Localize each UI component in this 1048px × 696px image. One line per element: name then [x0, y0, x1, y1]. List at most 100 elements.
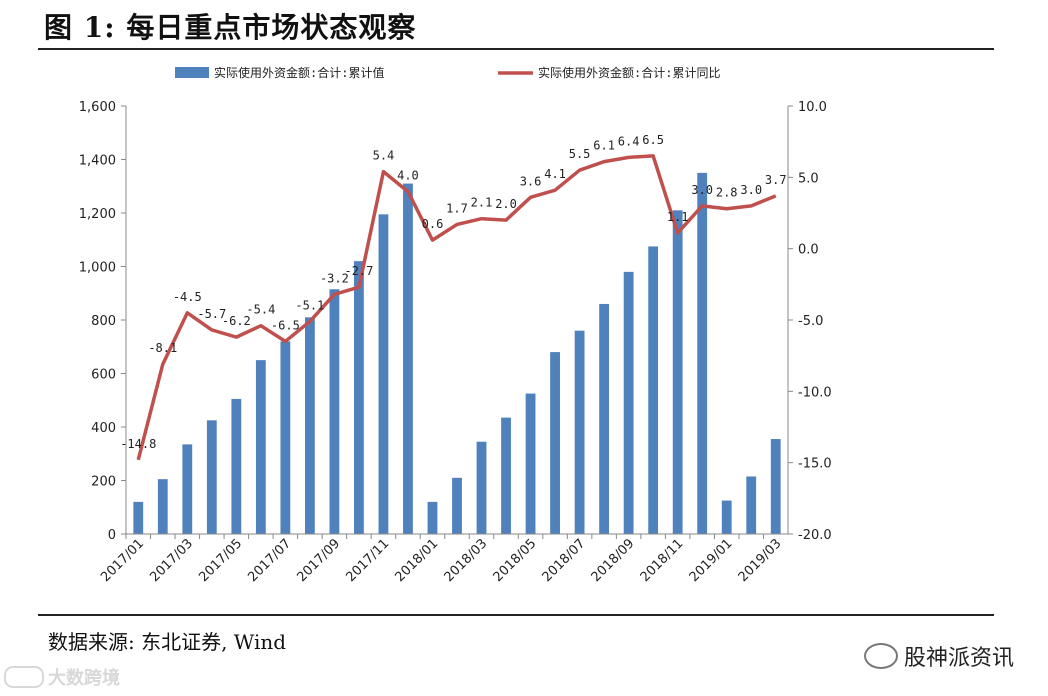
line-data-label: 2.8 [716, 186, 738, 200]
bar [501, 417, 511, 534]
left-axis-tick-label: 0 [108, 528, 116, 543]
left-axis-tick-label: 800 [91, 314, 116, 329]
bar [574, 330, 585, 534]
bar [403, 183, 413, 534]
line-data-label: 3.0 [740, 183, 762, 197]
line-data-label: -5.7 [197, 307, 226, 321]
line-data-label: 6.1 [593, 139, 615, 153]
line-data-label: -6.2 [222, 314, 251, 328]
bottom-rule [38, 614, 994, 616]
source-note: 数据来源: 东北证券, Wind [48, 630, 287, 654]
bar [255, 360, 266, 534]
wechat-icon [863, 643, 898, 669]
right-axis-tick-label: 10.0 [798, 100, 827, 115]
line-data-labels: -14.8 -8.1 -4.5 -5.7-6.2-5.4-6.5 -5.1 -3.2-2.… [120, 133, 786, 451]
bar-series [133, 172, 781, 534]
x-axis-tick-label: 2018/03 [442, 536, 491, 585]
bar [133, 501, 144, 534]
bar [206, 420, 217, 534]
bar [157, 479, 168, 534]
bar [550, 352, 560, 534]
bar [280, 341, 291, 534]
left-axis-tick-label: 200 [91, 475, 116, 490]
x-axis-tick-label: 2018/11 [638, 536, 687, 585]
line-data-label: 4.0 [397, 169, 419, 183]
line-data-label: 4.1 [544, 167, 566, 181]
wechat-brand: 股神派资讯 [863, 640, 1014, 672]
legend-label-bar: 实际使用外资金额:合计:累计值 [214, 65, 384, 80]
bar [231, 398, 242, 534]
line-data-label: -3.2 [320, 271, 349, 285]
line-data-label: 5.4 [373, 149, 395, 163]
bar [354, 261, 364, 534]
watermark-text: 大数跨境 [48, 668, 120, 689]
bar [378, 214, 389, 534]
legend-swatch-bar [175, 67, 209, 78]
line-data-label: 0.6 [422, 217, 444, 231]
x-axis-tick-label: 2018/05 [491, 536, 540, 585]
left-axis-tick-label: 600 [91, 368, 116, 383]
top-rule [38, 48, 994, 50]
line-data-label: -14.8 [120, 437, 156, 451]
x-axis-tick-label: 2019/01 [687, 536, 736, 585]
right-axis-tick-label: 0.0 [798, 243, 819, 258]
line-data-label: -8.1 [148, 341, 177, 355]
chart: 实际使用外资金额:合计:累计值 实际使用外资金额:合计:累计同比 0 200 400 6… [79, 65, 832, 585]
bar [697, 172, 708, 534]
bar [329, 289, 340, 534]
line-data-label: 3.7 [765, 173, 787, 187]
bar [304, 317, 315, 534]
x-axis-tick-label: 2017/09 [294, 536, 343, 585]
wechat-brand-text: 股神派资讯 [903, 646, 1014, 671]
watermark-logo-icon [4, 666, 44, 688]
line-data-label: 3.6 [520, 174, 542, 188]
x-axis-tick-label: 2017/11 [343, 536, 392, 585]
line-data-label: 1.7 [446, 201, 468, 215]
right-axis-tick-label: -5.0 [798, 314, 823, 329]
x-axis-tick-label: 2019/03 [736, 536, 785, 585]
right-axis-tick-label: 5.0 [798, 171, 819, 186]
line-data-label: -4.5 [173, 290, 202, 304]
left-axis-tick-label: 1,000 [79, 261, 116, 276]
bar [427, 501, 438, 534]
line-data-label: 2.1 [471, 196, 493, 210]
left-axis: 0 200 400 600 800 1,000 1,200 1,400 1,600 [79, 100, 127, 543]
bar [746, 476, 757, 534]
figure-title: 图 1: 每日重点市场状态观察 [44, 11, 417, 44]
watermark: 大数跨境 [4, 664, 120, 690]
line-data-label: 6.5 [642, 133, 664, 147]
left-axis-tick-label: 1,400 [79, 154, 116, 169]
left-axis-tick-label: 1,600 [79, 100, 116, 115]
bar [599, 303, 610, 534]
left-axis-tick-label: 1,200 [79, 207, 116, 222]
legend: 实际使用外资金额:合计:累计值 实际使用外资金额:合计:累计同比 [175, 65, 720, 80]
x-axis-tick-label: 2017/07 [245, 536, 294, 585]
line-data-label: -5.1 [295, 298, 324, 312]
x-axis-tick-label: 2018/09 [589, 536, 638, 585]
line-data-label: -2.7 [344, 264, 373, 278]
x-axis: 2017/01 2017/03 2017/05 2017/07 2017/09 2017/… [98, 533, 788, 585]
bar [623, 271, 634, 534]
line-data-label: 6.4 [618, 134, 640, 148]
x-axis-tick-label: 2017/03 [147, 536, 196, 585]
legend-label-line: 实际使用外资金额:合计:累计同比 [538, 65, 720, 80]
line-data-label: 5.5 [569, 147, 591, 161]
x-axis-tick-label: 2018/07 [540, 536, 589, 585]
bar [452, 477, 462, 534]
line-path [136, 154, 777, 461]
left-axis-tick-label: 400 [91, 421, 116, 436]
bar [182, 444, 193, 534]
line-data-label: -6.5 [271, 318, 300, 332]
bar [648, 246, 659, 534]
line-data-label: 3.0 [691, 183, 713, 197]
bar [721, 500, 732, 534]
bar [525, 393, 536, 534]
bar [476, 441, 487, 534]
line-series [136, 154, 777, 461]
line-data-label: 1.1 [667, 210, 689, 224]
right-axis-tick-label: -10.0 [798, 385, 832, 400]
line-data-label: 2.0 [495, 197, 517, 211]
x-axis-tick-label: 2018/01 [393, 536, 442, 585]
bar [770, 439, 781, 534]
line-data-label: -5.4 [246, 303, 275, 317]
